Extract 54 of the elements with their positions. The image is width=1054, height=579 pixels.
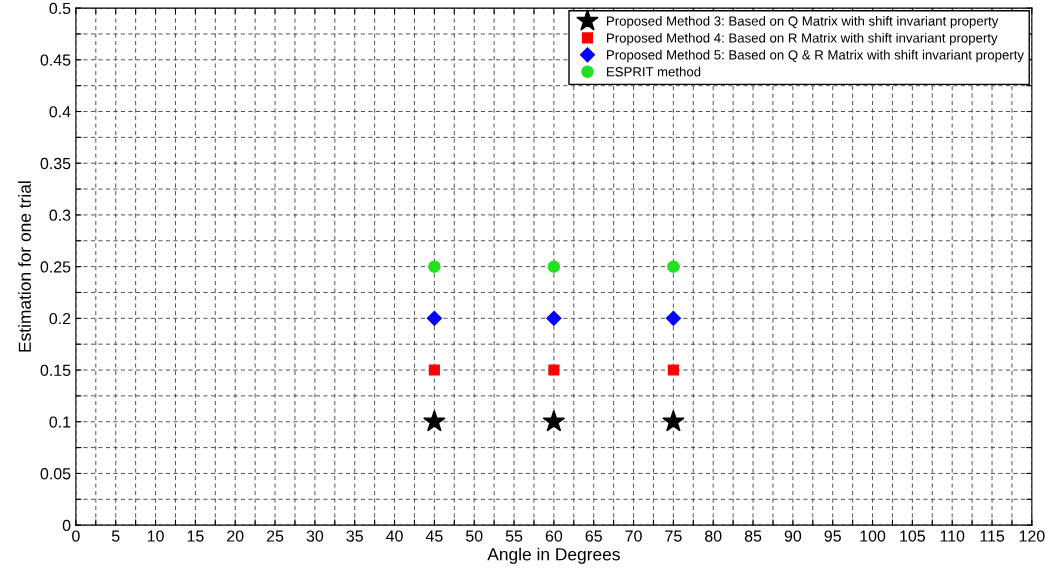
x-tick-label: 95 xyxy=(824,530,841,542)
x-tick-label: 65 xyxy=(585,530,602,542)
y-tick-label: 0.25 xyxy=(40,261,71,273)
x-tick-label: 40 xyxy=(386,530,403,542)
y-tick-label: 0.2 xyxy=(49,312,71,325)
point xyxy=(665,310,681,326)
point xyxy=(667,260,680,273)
x-tick-label: 25 xyxy=(266,530,284,542)
legend-label: ESPRIT method xyxy=(607,66,701,77)
point xyxy=(428,260,441,273)
legend-label: Proposed Method 5: Based on Q & R Matrix with shift invariant property xyxy=(607,49,1024,63)
y-tick-label: 0.15 xyxy=(40,364,71,376)
x-tick-label: 110 xyxy=(940,530,965,542)
x-tick-label: 0 xyxy=(72,530,80,542)
point xyxy=(547,260,561,273)
x-tick-label: 90 xyxy=(784,530,802,542)
x-tick-label: 20 xyxy=(227,530,244,542)
point xyxy=(548,364,560,376)
y-tick-label: 0.45 xyxy=(40,54,71,66)
point xyxy=(667,364,679,376)
legend-label: Proposed Method 4: Based on R Matrix with shift invariant property xyxy=(607,32,998,46)
x-tick-label: 45 xyxy=(425,530,443,542)
x-tick-label: 70 xyxy=(625,530,642,542)
y-tick-label: 0 xyxy=(62,519,71,532)
point xyxy=(662,409,685,432)
x-tick-label: 30 xyxy=(306,530,324,542)
x-tick-label: 75 xyxy=(665,530,682,542)
y-tick-label: 0.05 xyxy=(40,468,71,480)
y-tick-label: 0.1 xyxy=(49,416,71,428)
x-tick-label: 120 xyxy=(1019,530,1045,542)
x-tick-label: 80 xyxy=(705,530,722,542)
x-tick-label: 15 xyxy=(187,530,204,542)
point xyxy=(423,409,446,432)
x-tick-label: 115 xyxy=(980,530,1005,542)
point xyxy=(428,364,440,376)
x-tick-label: 100 xyxy=(860,530,886,542)
point xyxy=(546,310,562,326)
legend-label: Proposed Method 3: Based on Q Matrix with shift invariant property xyxy=(607,16,999,29)
point xyxy=(426,310,442,326)
x-tick-label: 60 xyxy=(545,530,563,542)
x-tick-label: 5 xyxy=(111,530,120,542)
y-axis-title: Estimation for one trial xyxy=(18,181,31,352)
point xyxy=(542,409,566,432)
y-tick-label: 0.4 xyxy=(49,106,71,118)
x-tick-label: 105 xyxy=(900,530,926,542)
y-tick-label: 0.3 xyxy=(49,209,71,221)
y-tick-label: 0.5 xyxy=(49,2,71,15)
x-tick-label: 85 xyxy=(744,530,762,542)
x-tick-label: 50 xyxy=(465,530,483,542)
x-tick-label: 55 xyxy=(505,530,523,542)
x-axis-title: Angle in Degrees xyxy=(487,547,620,564)
y-tick-label: 0.35 xyxy=(40,157,71,170)
x-tick-label: 10 xyxy=(147,530,164,542)
x-tick-label: 35 xyxy=(346,530,363,542)
